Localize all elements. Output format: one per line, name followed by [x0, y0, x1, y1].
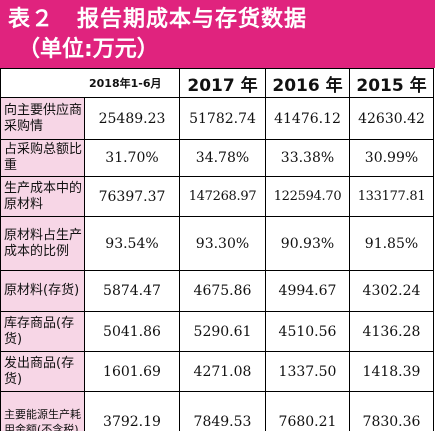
table-cell: 7849.53 — [179, 391, 266, 431]
table-cell: 4271.08 — [179, 351, 266, 392]
column-header: 2015 年 — [349, 68, 434, 98]
row-label: 库存商品(存货) — [0, 311, 85, 352]
table-cell: 4675.86 — [179, 270, 266, 312]
table-cell: 33.38% — [265, 139, 350, 177]
table-cell: 91.85% — [349, 216, 434, 271]
table-row: 生产成本中的原材料 76397.37 147268.97 122594.70 1… — [0, 176, 434, 217]
row-label: 生产成本中的原材料 — [0, 176, 85, 217]
table-cell: 3792.19 — [84, 391, 180, 431]
row-label: 发出商品(存货) — [0, 351, 85, 392]
table-row: 主要能源生产耗用金额(不含税) 3792.19 7849.53 7680.21 … — [0, 391, 434, 431]
table-cell: 4302.24 — [349, 270, 434, 312]
table-row: 占采购总额比重 31.70% 34.78% 33.38% 30.99% — [0, 139, 434, 177]
table-cell: 41476.12 — [265, 97, 350, 140]
table-row: 发出商品(存货) 1601.69 4271.08 1337.50 1418.39 — [0, 351, 434, 392]
table-cell: 122594.70 — [265, 176, 350, 217]
table-cell: 4510.56 — [265, 311, 350, 352]
table-cell: 93.30% — [179, 216, 266, 271]
table-cell: 5290.61 — [179, 311, 266, 352]
row-label: 占采购总额比重 — [0, 139, 85, 177]
table-cell: 4136.28 — [349, 311, 434, 352]
row-label: 主要能源生产耗用金额(不含税) — [0, 391, 85, 431]
table-cell: 7680.21 — [265, 391, 350, 431]
table-cell: 51782.74 — [179, 97, 266, 140]
table-cell: 90.93% — [265, 216, 350, 271]
table-cell: 31.70% — [84, 139, 180, 177]
table-cell: 25489.23 — [84, 97, 180, 140]
row-label: 向主要供应商采购情 — [0, 97, 85, 140]
table-cell: 133177.81 — [349, 176, 434, 217]
table-row: 原材料(存货) 5874.47 4675.86 4994.67 4302.24 — [0, 270, 434, 312]
table-cell: 1418.39 — [349, 351, 434, 392]
table-cell: 1601.69 — [84, 351, 180, 392]
table-row: 原材料占生产成本的比例 93.54% 93.30% 90.93% 91.85% — [0, 216, 434, 271]
table-cell: 147268.97 — [179, 176, 266, 217]
column-header: 2018年1-6月 — [0, 68, 180, 98]
column-header: 2017 年 — [179, 68, 266, 98]
table-cell: 42630.42 — [349, 97, 434, 140]
table-cell: 1337.50 — [265, 351, 350, 392]
table-cell: 93.54% — [84, 216, 180, 271]
row-label: 原材料占生产成本的比例 — [0, 216, 85, 271]
table-row: 向主要供应商采购情 25489.23 51782.74 41476.12 426… — [0, 97, 434, 140]
table-cell: 7830.36 — [349, 391, 434, 431]
table-cell: 76397.37 — [84, 176, 180, 217]
table-cell: 30.99% — [349, 139, 434, 177]
table-cell: 34.78% — [179, 139, 266, 177]
table-cell: 4994.67 — [265, 270, 350, 312]
cost-inventory-table: 2018年1-6月 2017 年 2016 年 2015 年 向主要供应商采购情 25… — [0, 68, 434, 431]
table-title-line1: 表２ 报告期成本与存货数据 — [8, 7, 308, 32]
table-title: 表２ 报告期成本与存货数据 （单位:万元） — [0, 0, 435, 68]
header-row: 2018年1-6月 2017 年 2016 年 2015 年 — [0, 68, 434, 98]
column-header: 2016 年 — [265, 68, 350, 98]
table-cell: 5874.47 — [84, 270, 180, 312]
row-label: 原材料(存货) — [0, 270, 85, 312]
table-row: 库存商品(存货) 5041.86 5290.61 4510.56 4136.28 — [0, 311, 434, 352]
table-title-line2: （单位:万元） — [18, 37, 159, 62]
table-cell: 5041.86 — [84, 311, 180, 352]
